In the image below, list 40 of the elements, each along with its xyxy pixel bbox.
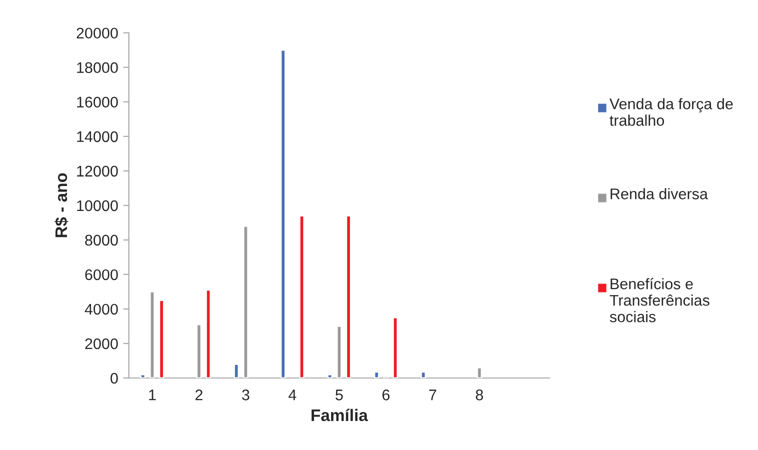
x-tick-label: 8 bbox=[476, 390, 484, 400]
x-tick-label: 3 bbox=[242, 390, 250, 400]
legend-label: Renda diversa bbox=[610, 188, 708, 200]
x-tick-label: 5 bbox=[336, 390, 343, 400]
y-tick-label: 6000 bbox=[85, 269, 118, 280]
y-tick-label: 20000 bbox=[76, 28, 118, 39]
legend-label: Benefícios e Transferências sociais bbox=[610, 278, 710, 322]
x-axis-title: Família bbox=[312, 408, 368, 422]
y-axis-title: R$ - ano bbox=[54, 173, 68, 238]
bar bbox=[420, 371, 426, 378]
y-tick-label: 10000 bbox=[77, 200, 118, 212]
legend-label: Venda da força de trabalho bbox=[610, 98, 733, 126]
y-tick-label: 12000 bbox=[77, 166, 118, 177]
x-tick-label: 7 bbox=[429, 390, 436, 400]
bar bbox=[206, 289, 212, 378]
bar bbox=[327, 374, 333, 378]
bar bbox=[336, 326, 342, 378]
y-tick-label: 14000 bbox=[77, 131, 118, 142]
y-tick-label: 18000 bbox=[77, 62, 118, 74]
x-tick-label: 6 bbox=[382, 390, 390, 400]
bar bbox=[392, 316, 398, 378]
x-tick-label: 2 bbox=[195, 390, 202, 400]
bar bbox=[242, 225, 249, 378]
y-tick-label: 4000 bbox=[84, 304, 118, 315]
y-tick-label: 2000 bbox=[85, 338, 118, 350]
bar bbox=[196, 324, 202, 378]
y-tick-label: 8000 bbox=[85, 234, 118, 246]
bar bbox=[299, 215, 305, 378]
bar bbox=[140, 374, 146, 378]
bar bbox=[234, 364, 240, 378]
bar bbox=[149, 291, 156, 378]
bar bbox=[476, 366, 482, 378]
x-tick-label: 4 bbox=[288, 390, 296, 400]
bar bbox=[280, 49, 286, 378]
bar bbox=[346, 215, 352, 378]
bar bbox=[374, 371, 380, 378]
y-tick-label: 0 bbox=[110, 372, 118, 384]
bar bbox=[158, 300, 164, 378]
y-tick-label: 16000 bbox=[77, 96, 118, 108]
x-tick-label: 1 bbox=[149, 390, 156, 400]
